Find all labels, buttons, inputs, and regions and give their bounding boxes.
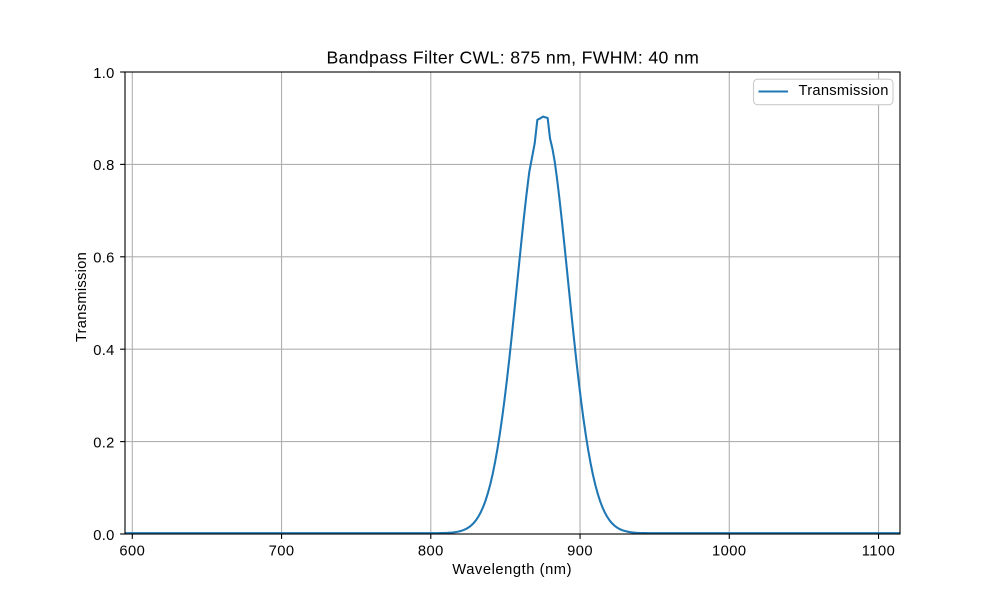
svg-text:0.4: 0.4 <box>93 343 114 359</box>
svg-text:0.6: 0.6 <box>93 251 114 267</box>
svg-text:600: 600 <box>119 543 145 559</box>
svg-text:700: 700 <box>269 543 295 559</box>
svg-text:0.2: 0.2 <box>93 435 114 451</box>
svg-text:1000: 1000 <box>712 543 747 559</box>
svg-text:Transmission: Transmission <box>74 252 90 342</box>
svg-text:Wavelength (nm): Wavelength (nm) <box>452 562 572 578</box>
svg-text:800: 800 <box>418 543 444 559</box>
svg-text:0.0: 0.0 <box>93 528 114 544</box>
svg-text:900: 900 <box>567 543 593 559</box>
svg-text:1100: 1100 <box>862 543 895 559</box>
svg-text:1.0: 1.0 <box>93 66 114 82</box>
svg-text:0.8: 0.8 <box>93 158 114 174</box>
svg-text:Transmission: Transmission <box>799 83 889 99</box>
svg-text:Bandpass Filter CWL: 875 nm, F: Bandpass Filter CWL: 875 nm, FWHM: 40 nm <box>326 47 699 67</box>
